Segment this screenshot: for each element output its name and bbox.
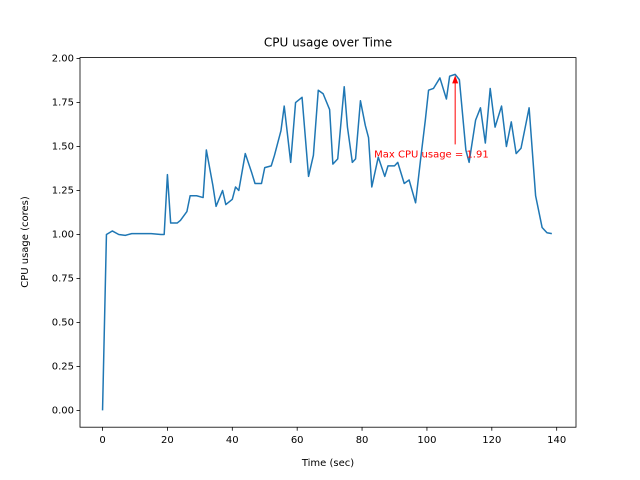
- y-tick-label: 2.00: [52, 54, 74, 65]
- x-axis-label: Time (sec): [301, 458, 354, 469]
- x-tick-label: 120: [482, 435, 501, 446]
- y-tick-label: 0.00: [52, 405, 74, 416]
- x-tick-label: 80: [356, 435, 369, 446]
- y-tick-label: 1.75: [52, 98, 74, 109]
- y-tick-label: 0.75: [52, 273, 74, 284]
- y-tick-label: 0.25: [52, 361, 74, 372]
- y-axis-label: CPU usage (cores): [20, 196, 31, 288]
- x-tick-label: 60: [291, 435, 304, 446]
- annotation: Max CPU usage = 1.91: [374, 149, 489, 160]
- plot-frame: [79, 57, 577, 428]
- x-tick-label: 20: [161, 435, 174, 446]
- x-tick-label: 140: [547, 435, 566, 446]
- chart-title: CPU usage over Time: [264, 36, 392, 50]
- y-tick-label: 0.50: [52, 317, 74, 328]
- annotation-arrowhead: [452, 75, 459, 84]
- y-tick-label: 1.25: [52, 186, 74, 197]
- data-line: [101, 73, 552, 411]
- x-tick-label: 40: [226, 435, 239, 446]
- x-tick-label: 0: [99, 435, 105, 446]
- y-tick-label: 1.00: [52, 229, 74, 240]
- x-tick-label: 100: [417, 435, 436, 446]
- y-tick-label: 1.50: [52, 142, 74, 153]
